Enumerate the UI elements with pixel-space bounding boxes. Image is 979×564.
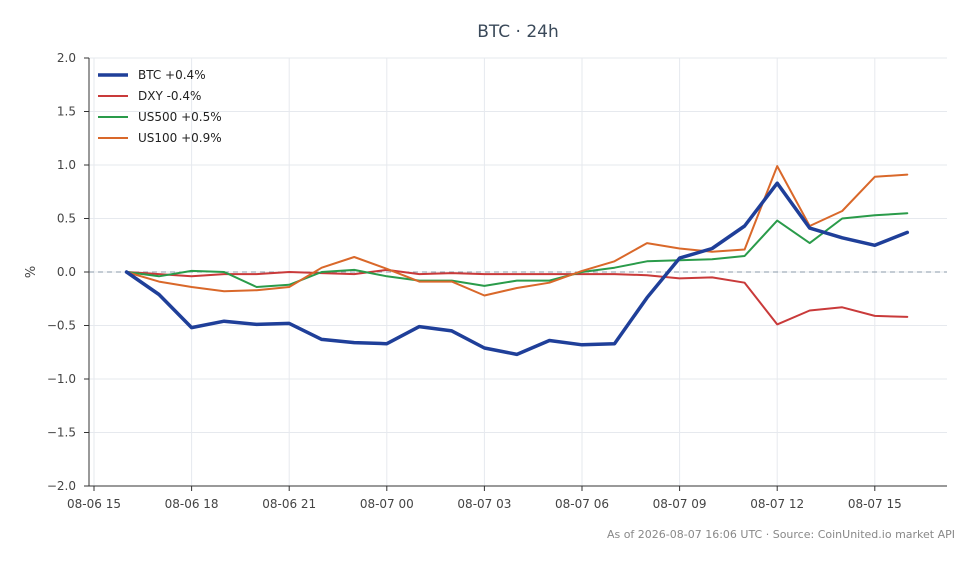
- x-tick-label: 08-06 21: [262, 497, 316, 511]
- y-tick-label: 0.0: [57, 265, 76, 279]
- x-tick-label: 08-06 15: [67, 497, 121, 511]
- series-line-us500: [125, 212, 909, 288]
- x-tick-label: 08-07 06: [555, 497, 609, 511]
- x-tick-label: 08-07 09: [653, 497, 707, 511]
- x-tick-label: 08-07 12: [750, 497, 804, 511]
- legend: BTC +0.4% DXY -0.4% US500 +0.5% US100 +0.9%: [98, 68, 222, 145]
- y-tick-label: 0.5: [57, 212, 76, 226]
- y-tick-label: −1.5: [47, 426, 76, 440]
- y-tick-labels: 2.0 1.5 1.0 0.5 0.0 −0.5 −1.0 −1.5 −2.0: [47, 51, 76, 493]
- footnote: As of 2026-08-07 16:06 UTC · Source: Coi…: [607, 528, 955, 541]
- x-tick-label: 08-07 00: [360, 497, 414, 511]
- series-line-dxy: [125, 268, 909, 326]
- series-layer: [124, 165, 910, 357]
- series-line-us100: [125, 165, 909, 297]
- y-tick-label: 1.0: [57, 158, 76, 172]
- axes: [84, 57, 947, 491]
- y-tick-label: −1.0: [47, 372, 76, 386]
- legend-label-btc: BTC +0.4%: [138, 68, 206, 82]
- legend-label-us100: US100 +0.9%: [138, 131, 222, 145]
- y-tick-label: 1.5: [57, 105, 76, 119]
- x-tick-labels: 08-06 15 08-06 18 08-06 21 08-07 00 08-07 03…: [67, 497, 902, 511]
- x-tick-label: 08-07 15: [848, 497, 902, 511]
- series-line-btc: [124, 181, 910, 357]
- y-axis-label: %: [24, 266, 39, 278]
- y-tick-label: −0.5: [47, 319, 76, 333]
- y-tick-label: 2.0: [57, 51, 76, 65]
- y-tick-label: −2.0: [47, 479, 76, 493]
- legend-label-dxy: DXY -0.4%: [138, 89, 201, 103]
- legend-label-us500: US500 +0.5%: [138, 110, 222, 124]
- chart-title: BTC · 24h: [477, 22, 559, 42]
- x-tick-label: 08-07 03: [457, 497, 511, 511]
- x-tick-label: 08-06 18: [165, 497, 219, 511]
